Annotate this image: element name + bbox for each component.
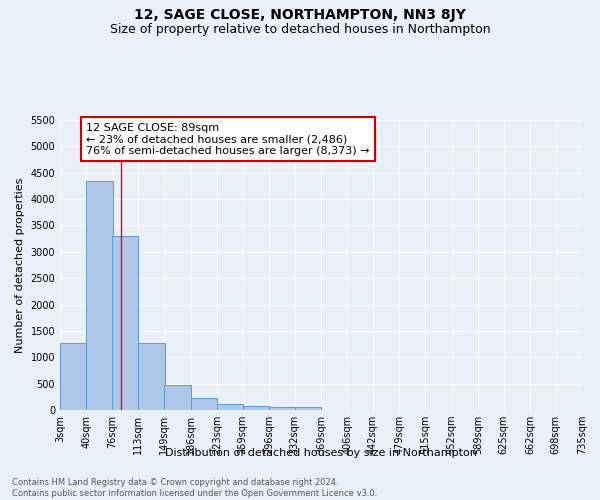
Bar	[295, 407, 321, 410]
Text: Contains HM Land Registry data © Crown copyright and database right 2024.
Contai: Contains HM Land Registry data © Crown c…	[12, 478, 377, 498]
Bar	[86, 180, 113, 410]
Bar	[139, 343, 165, 410]
Text: Distribution of detached houses by size in Northampton: Distribution of detached houses by size …	[165, 448, 477, 458]
Text: 12 SAGE CLOSE: 89sqm
← 23% of detached houses are smaller (2,486)
76% of semi-de: 12 SAGE CLOSE: 89sqm ← 23% of detached h…	[86, 122, 370, 156]
Text: 12, SAGE CLOSE, NORTHAMPTON, NN3 8JY: 12, SAGE CLOSE, NORTHAMPTON, NN3 8JY	[134, 8, 466, 22]
Bar	[191, 398, 217, 410]
Bar	[269, 407, 295, 410]
Bar	[60, 343, 86, 410]
Bar	[112, 236, 139, 410]
Text: Size of property relative to detached houses in Northampton: Size of property relative to detached ho…	[110, 22, 490, 36]
Bar	[242, 406, 269, 410]
Bar	[217, 404, 243, 410]
Bar	[164, 384, 191, 410]
Y-axis label: Number of detached properties: Number of detached properties	[15, 178, 25, 352]
